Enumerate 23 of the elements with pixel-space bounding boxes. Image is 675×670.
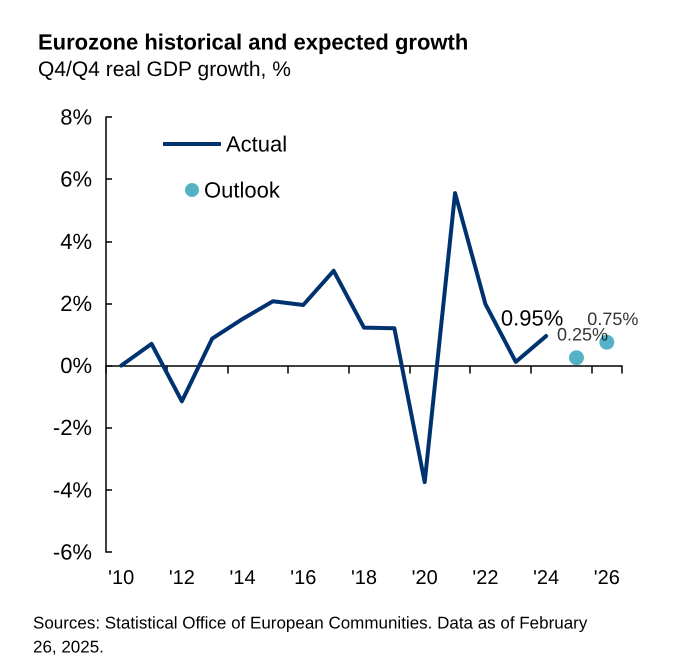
x-tick-label: '12 bbox=[168, 567, 195, 589]
y-tick-label: 8% bbox=[60, 104, 92, 130]
source-note: Sources: Statistical Office of European Communities. Data as of February 26, 2025. bbox=[33, 614, 592, 656]
y-tick-label: 0% bbox=[60, 353, 92, 378]
chart-subtitle: Q4/Q4 real GDP growth, % bbox=[38, 58, 291, 81]
legend-label: Outlook bbox=[204, 178, 281, 202]
legend-label: Actual bbox=[226, 132, 288, 156]
y-tick-label: -2% bbox=[52, 415, 92, 440]
x-tick-label: '10 bbox=[108, 567, 134, 589]
x-tick-label: '22 bbox=[472, 567, 498, 589]
y-tick-label: 2% bbox=[60, 290, 92, 316]
y-tick-label: -4% bbox=[52, 477, 92, 502]
x-tick-label: '16 bbox=[290, 567, 316, 589]
x-tick-label: '24 bbox=[533, 567, 560, 589]
x-tick-label: '26 bbox=[594, 567, 620, 589]
x-tick-label: '20 bbox=[412, 567, 438, 589]
y-tick-label: -6% bbox=[52, 540, 92, 564]
x-tick-label: '14 bbox=[230, 567, 256, 589]
x-tick-label: '18 bbox=[350, 567, 378, 589]
y-tick-label: 6% bbox=[60, 166, 92, 192]
chart-title: Eurozone historical and expected growth bbox=[38, 30, 468, 54]
data-label: 0.75% bbox=[587, 308, 638, 329]
y-tick-label: 4% bbox=[60, 228, 92, 254]
